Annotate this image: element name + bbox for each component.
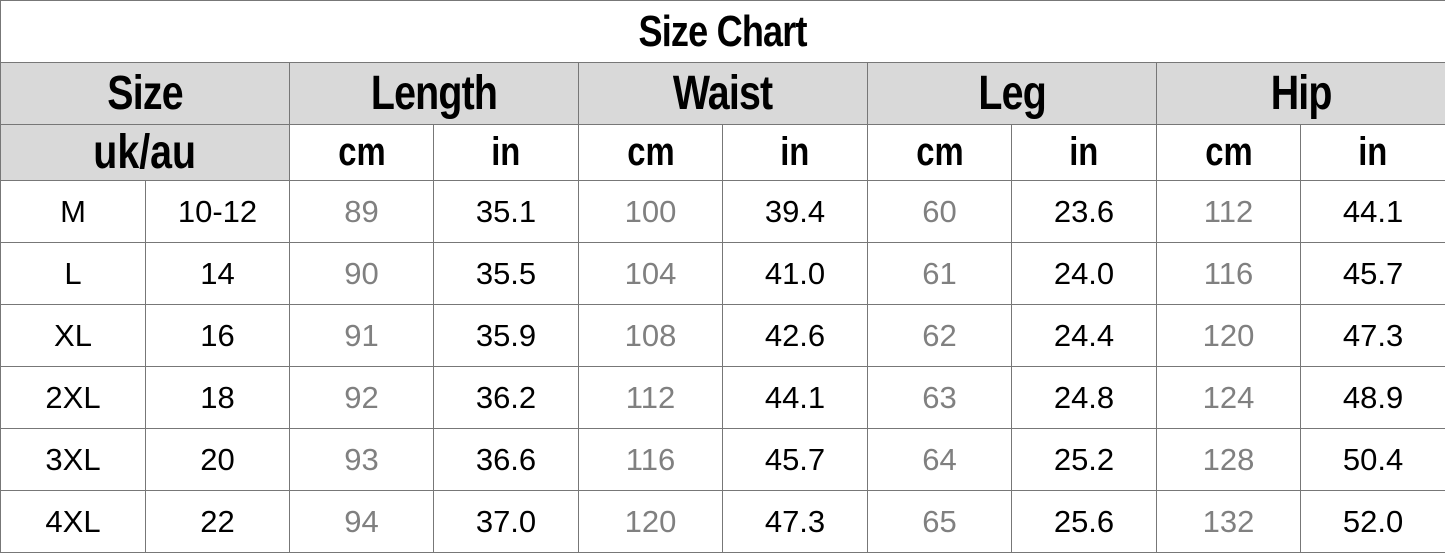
cm-cell: 112 [578, 366, 723, 429]
cm-cell: 120 [1156, 304, 1301, 367]
unit-header-cm: cm [289, 124, 434, 181]
table-row: L 14 90 35.5 104 41.0 61 24.0 116 45.7 [0, 242, 1445, 305]
cm-cell: 128 [1156, 428, 1301, 491]
size-cell: L [0, 242, 146, 305]
cm-cell: 124 [1156, 366, 1301, 429]
uk-au-cell: 22 [145, 490, 290, 553]
header-size-text: Size [107, 67, 183, 120]
cm-cell: 100 [578, 180, 723, 243]
cm-cell: 116 [1156, 242, 1301, 305]
unit-header-text: in [1358, 130, 1388, 174]
unit-header-in: in [433, 124, 579, 181]
in-cell: 50.4 [1299, 428, 1445, 491]
header-waist: Waist [578, 62, 868, 125]
unit-header-text: in [1069, 130, 1099, 174]
header-waist-text: Waist [673, 67, 773, 120]
unit-header-text: in [491, 130, 521, 174]
cm-cell: 60 [867, 180, 1012, 243]
table-row: 2XL 18 92 36.2 112 44.1 63 24.8 124 48.9 [0, 366, 1445, 429]
in-cell: 47.3 [722, 490, 868, 553]
cm-cell: 132 [1156, 490, 1301, 553]
header-uk-au: uk/au [0, 124, 290, 181]
uk-au-cell: 16 [145, 304, 290, 367]
cm-cell: 89 [289, 180, 434, 243]
in-cell: 44.1 [722, 366, 868, 429]
in-cell: 48.9 [1299, 366, 1445, 429]
unit-header-text: cm [626, 130, 675, 174]
in-cell: 47.3 [1299, 304, 1445, 367]
in-cell: 41.0 [722, 242, 868, 305]
cm-cell: 104 [578, 242, 723, 305]
header-hip-text: Hip [1270, 67, 1333, 120]
header-length-text: Length [370, 67, 498, 120]
in-cell: 36.6 [433, 428, 579, 491]
in-cell: 35.5 [433, 242, 579, 305]
in-cell: 44.1 [1299, 180, 1445, 243]
in-cell: 24.4 [1011, 304, 1157, 367]
in-cell: 45.7 [1299, 242, 1445, 305]
cm-cell: 116 [578, 428, 723, 491]
unit-header-in: in [722, 124, 868, 181]
header-uk-au-text: uk/au [93, 126, 197, 179]
cm-cell: 65 [867, 490, 1012, 553]
size-cell: 4XL [0, 490, 146, 553]
uk-au-cell: 18 [145, 366, 290, 429]
in-cell: 37.0 [433, 490, 579, 553]
cm-cell: 93 [289, 428, 434, 491]
size-cell: M [0, 180, 146, 243]
unit-header-cm: cm [867, 124, 1012, 181]
in-cell: 24.8 [1011, 366, 1157, 429]
cm-cell: 91 [289, 304, 434, 367]
in-cell: 23.6 [1011, 180, 1157, 243]
in-cell: 42.6 [722, 304, 868, 367]
cm-cell: 108 [578, 304, 723, 367]
table-row: 3XL 20 93 36.6 116 45.7 64 25.2 128 50.4 [0, 428, 1445, 491]
table-row: XL 16 91 35.9 108 42.6 62 24.4 120 47.3 [0, 304, 1445, 367]
chart-title-text: Size Chart [638, 6, 808, 56]
in-cell: 45.7 [722, 428, 868, 491]
unit-header-text: cm [1204, 130, 1253, 174]
size-cell: 2XL [0, 366, 146, 429]
table-row: 4XL 22 94 37.0 120 47.3 65 25.6 132 52.0 [0, 490, 1445, 553]
cm-cell: 61 [867, 242, 1012, 305]
uk-au-cell: 20 [145, 428, 290, 491]
header-size: Size [0, 62, 290, 125]
unit-header-in: in [1011, 124, 1157, 181]
cm-cell: 90 [289, 242, 434, 305]
cm-cell: 94 [289, 490, 434, 553]
header-length: Length [289, 62, 579, 125]
header-leg-text: Leg [978, 67, 1046, 120]
table-row: M 10-12 89 35.1 100 39.4 60 23.6 112 44.1 [0, 180, 1445, 243]
unit-header-text: cm [337, 130, 386, 174]
header-hip: Hip [1155, 62, 1445, 125]
cm-cell: 62 [867, 304, 1012, 367]
size-cell: XL [0, 304, 146, 367]
in-cell: 25.2 [1011, 428, 1157, 491]
cm-cell: 64 [867, 428, 1012, 491]
unit-header-cm: cm [578, 124, 723, 181]
in-cell: 52.0 [1299, 490, 1445, 553]
unit-header-text: cm [915, 130, 964, 174]
cm-cell: 120 [578, 490, 723, 553]
in-cell: 25.6 [1011, 490, 1157, 553]
size-cell: 3XL [0, 428, 146, 491]
uk-au-cell: 10-12 [145, 180, 290, 243]
header-leg: Leg [867, 62, 1157, 125]
in-cell: 36.2 [433, 366, 579, 429]
cm-cell: 63 [867, 366, 1012, 429]
unit-header-in: in [1299, 124, 1445, 181]
in-cell: 39.4 [722, 180, 868, 243]
in-cell: 24.0 [1011, 242, 1157, 305]
cm-cell: 92 [289, 366, 434, 429]
chart-title: Size Chart [0, 0, 1445, 63]
unit-header-text: in [780, 130, 810, 174]
unit-header-cm: cm [1156, 124, 1301, 181]
uk-au-cell: 14 [145, 242, 290, 305]
cm-cell: 112 [1156, 180, 1301, 243]
in-cell: 35.9 [433, 304, 579, 367]
in-cell: 35.1 [433, 180, 579, 243]
